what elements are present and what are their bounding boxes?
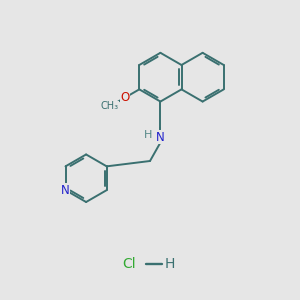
Text: H: H [144,130,152,140]
Text: O: O [121,91,130,104]
Text: N: N [61,184,70,196]
Text: CH₃: CH₃ [100,101,119,112]
Text: N: N [156,131,165,144]
Text: Cl: Cl [122,257,136,272]
Text: H: H [164,257,175,272]
